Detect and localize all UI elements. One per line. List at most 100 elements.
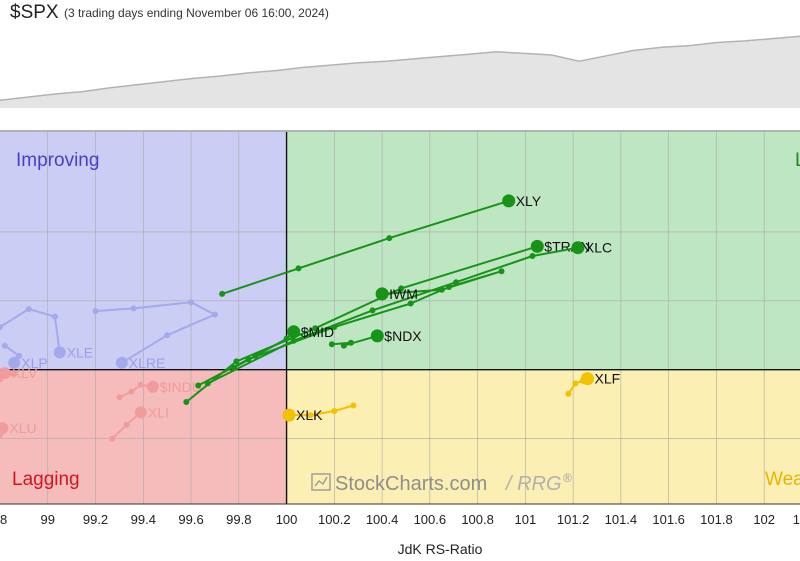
series-xlf: XLF xyxy=(565,371,620,397)
series-xle: XLE xyxy=(0,306,93,360)
watermark: StockCharts.com / RRG ® xyxy=(311,471,572,495)
series-point xyxy=(438,286,445,293)
series-label: XLRE xyxy=(129,355,166,371)
series-head-point xyxy=(287,325,301,339)
series-point xyxy=(312,325,319,332)
series-label: XLI xyxy=(148,404,169,420)
series-head-point xyxy=(502,194,516,208)
series-head-point xyxy=(571,241,585,255)
series-point xyxy=(252,352,259,359)
chart-title: $SPX xyxy=(10,2,59,23)
x-tick-label: 101 xyxy=(515,512,537,527)
series-mid: $MID xyxy=(231,324,334,371)
x-tick-label: 101.6 xyxy=(652,512,685,527)
series-point xyxy=(283,335,290,342)
series-head-point xyxy=(134,406,147,419)
series-point xyxy=(498,268,505,275)
series-point xyxy=(529,253,536,259)
x-tick-label: 101.4 xyxy=(605,512,638,527)
series-head-point xyxy=(115,356,128,369)
x-tick-label: 100.4 xyxy=(366,512,399,527)
series-xly: XLY xyxy=(219,193,542,297)
series-point xyxy=(219,290,226,297)
series-point xyxy=(369,307,376,314)
weakening-quadrant xyxy=(286,369,800,504)
grid-lines xyxy=(0,132,800,505)
series-xlk: XLK xyxy=(282,402,357,423)
x-tick-label: 102 xyxy=(753,512,775,527)
series-label: XLV xyxy=(12,365,38,381)
series-head-point xyxy=(0,367,11,380)
series-point xyxy=(572,380,579,387)
series-label: XLF xyxy=(595,371,621,387)
series-trails: XLEXLREXLP$INDUXLVXLIXLUXLFXLKXLY$TRANXL… xyxy=(0,193,620,442)
series-label: IWM xyxy=(389,286,418,302)
series-point xyxy=(16,352,23,359)
series-point xyxy=(0,324,3,330)
series-head-point xyxy=(370,329,384,343)
series-ndx: $NDX xyxy=(328,328,422,349)
price-line xyxy=(0,35,800,101)
series-xlp: XLP xyxy=(1,342,48,371)
price-area xyxy=(0,36,800,109)
leading-label: L xyxy=(795,150,800,171)
x-edge-tick-left: 8 xyxy=(0,512,7,527)
series-label: XLP xyxy=(21,355,47,371)
series-point xyxy=(386,235,393,242)
leading-quadrant xyxy=(286,132,800,370)
x-tick-label: 99.6 xyxy=(178,512,203,527)
series-point xyxy=(211,311,218,318)
series-head-point xyxy=(8,356,21,369)
x-tick-label: 100.2 xyxy=(318,512,351,527)
series-point xyxy=(446,284,452,290)
series-trail xyxy=(118,383,153,399)
series-head-point xyxy=(530,239,544,253)
series-point xyxy=(195,382,202,389)
series-point xyxy=(565,390,572,397)
series-label: XLE xyxy=(67,344,93,360)
chart-subtitle: (3 trading days ending November 06 16:00… xyxy=(64,6,329,20)
series-point xyxy=(11,370,18,377)
series-indu: $INDU xyxy=(116,379,202,401)
watermark-text: StockCharts.com xyxy=(335,473,487,495)
series-point xyxy=(407,300,414,307)
series-point xyxy=(123,421,130,428)
x-tick-label: 100 xyxy=(276,512,298,527)
series-label: XLY xyxy=(516,193,542,209)
series-label: $INDU xyxy=(160,379,202,395)
series-point xyxy=(348,339,354,346)
series-trail xyxy=(0,308,61,353)
series-point xyxy=(109,435,116,442)
series-xli: XLI xyxy=(109,404,169,442)
series-label: $MID xyxy=(301,324,334,340)
x-edge-tick-right: 1 xyxy=(793,512,800,527)
x-tick-label: 99.4 xyxy=(131,512,156,527)
series-head-point xyxy=(0,422,9,435)
series-point xyxy=(398,285,405,292)
x-tick-label: 99.2 xyxy=(83,512,108,527)
series-head-point xyxy=(146,380,159,393)
watermark-icon-line xyxy=(314,476,328,487)
series-trail xyxy=(331,334,378,347)
series-xlu: XLU xyxy=(0,420,37,439)
series-point xyxy=(331,408,338,414)
series-label: XLC xyxy=(585,240,612,256)
x-axis-title: JdK RS-Ratio xyxy=(398,541,483,557)
series-point xyxy=(137,381,144,388)
series-point xyxy=(130,305,137,312)
x-tick-label: 101.8 xyxy=(700,512,733,527)
series-point xyxy=(51,313,58,320)
lagging-label: Lagging xyxy=(12,469,80,490)
quadrant-backgrounds xyxy=(0,132,800,504)
series-point xyxy=(295,265,302,272)
improving-label: Improving xyxy=(16,150,99,171)
series-point xyxy=(1,342,8,349)
series-head-point xyxy=(375,287,389,301)
x-tick-label: 99 xyxy=(41,512,55,527)
chart-header: $SPX (3 trading days ending November 06 … xyxy=(0,0,800,28)
series-point xyxy=(164,332,171,339)
series-head-point xyxy=(282,408,296,422)
x-tick-label: 100.6 xyxy=(414,512,447,527)
x-tick-label: 100.8 xyxy=(461,512,494,527)
